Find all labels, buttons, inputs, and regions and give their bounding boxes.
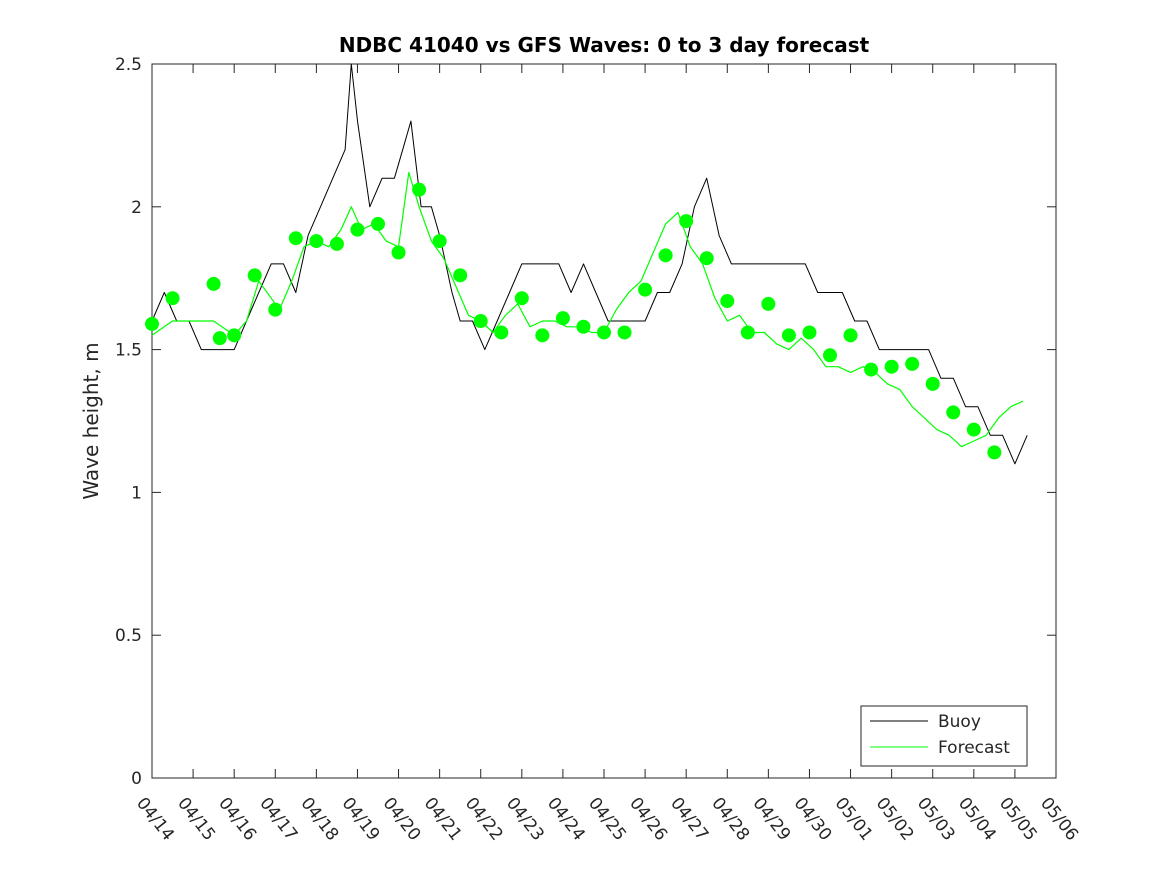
chart-title: NDBC 41040 vs GFS Waves: 0 to 3 day fore… [339, 33, 870, 57]
forecast-marker-point [391, 245, 406, 260]
forecast-marker-point [864, 362, 879, 377]
forecast-marker-point [227, 328, 242, 343]
forecast-marker-point [247, 268, 262, 283]
forecast-marker-point [617, 325, 632, 340]
forecast-marker-point [432, 234, 447, 249]
forecast-marker-point [412, 182, 427, 197]
forecast-marker-point [987, 445, 1002, 460]
forecast-marker-point [535, 328, 550, 343]
forecast-marker-point [165, 291, 180, 306]
forecast-marker-point [761, 296, 776, 311]
forecast-marker-point [206, 276, 221, 291]
forecast-marker-point [658, 248, 673, 263]
forecast-marker-point [514, 291, 529, 306]
forecast-marker-point [925, 376, 940, 391]
forecast-marker-point [740, 325, 755, 340]
forecast-marker-point [555, 311, 570, 326]
y-tick-label: 1.5 [115, 341, 142, 361]
forecast-marker-point [350, 222, 365, 237]
forecast-marker-point [905, 356, 920, 371]
forecast-marker-point [966, 422, 981, 437]
forecast-marker-point [494, 325, 509, 340]
forecast-marker-point [781, 328, 796, 343]
forecast-marker-point [145, 316, 159, 331]
forecast-marker-point [699, 251, 714, 266]
y-axis-label: Wave height, m [79, 342, 103, 499]
y-tick-label: 2.5 [115, 55, 142, 75]
buoy-series-line [151, 63, 1028, 465]
forecast-marker-point [473, 314, 488, 329]
legend: Buoy Forecast [860, 705, 1028, 767]
forecast-marker-point [453, 268, 468, 283]
y-tick-label: 0 [131, 769, 142, 789]
forecast-marker-point [268, 302, 283, 317]
forecast-marker-point [371, 216, 385, 231]
forecast-marker-point [212, 331, 227, 346]
y-tick-label: 2 [131, 198, 142, 218]
y-tick-label: 0.5 [115, 626, 142, 646]
forecast-marker-point [679, 214, 694, 229]
legend-buoy-label: Buoy [938, 712, 981, 732]
y-tick-label: 1 [131, 483, 142, 503]
forecast-marker-point [309, 234, 324, 249]
forecast-marker-point [288, 231, 303, 246]
forecast-marker-point [576, 319, 591, 334]
forecast-marker-point [946, 405, 961, 420]
forecast-marker-point [329, 236, 344, 251]
forecast-marker-point [884, 359, 899, 374]
forecast-marker-point [597, 325, 611, 340]
forecast-marker-point [638, 282, 653, 297]
legend-box [860, 705, 1028, 767]
forecast-marker-point [720, 294, 735, 309]
legend-forecast-label: Forecast [938, 738, 1010, 758]
forecast-marker-point [823, 348, 837, 363]
forecast-marker-point [843, 328, 858, 343]
forecast-marker-point [802, 325, 817, 340]
